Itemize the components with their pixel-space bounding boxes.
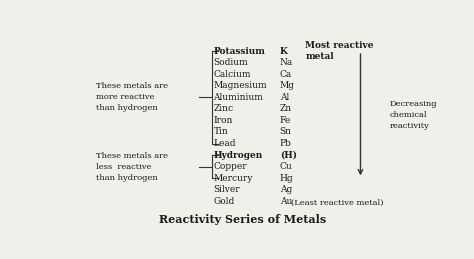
- Text: Ag: Ag: [280, 185, 292, 194]
- Text: (H): (H): [280, 151, 297, 160]
- Text: Reactivity Series of Metals: Reactivity Series of Metals: [159, 213, 327, 225]
- Text: These metals are
more reactive
than hydrogen: These metals are more reactive than hydr…: [96, 82, 168, 112]
- Text: Na: Na: [280, 58, 293, 67]
- Text: Mercury: Mercury: [213, 174, 253, 183]
- Text: Hydrogen: Hydrogen: [213, 151, 263, 160]
- Text: Decreasing
chemical
reactivity: Decreasing chemical reactivity: [390, 100, 438, 130]
- Text: Cu: Cu: [280, 162, 292, 171]
- Text: Tin: Tin: [213, 127, 228, 136]
- Text: (Least reactive metal): (Least reactive metal): [291, 198, 383, 206]
- Text: Al: Al: [280, 93, 289, 102]
- Text: Gold: Gold: [213, 197, 235, 206]
- Text: Silver: Silver: [213, 185, 240, 194]
- Text: Potassium: Potassium: [213, 47, 265, 55]
- Text: Iron: Iron: [213, 116, 233, 125]
- Text: Mg: Mg: [280, 81, 295, 90]
- Text: Copper: Copper: [213, 162, 247, 171]
- Text: Most reactive
metal: Most reactive metal: [305, 41, 374, 61]
- Text: Fe: Fe: [280, 116, 291, 125]
- Text: These metals are
less  reactive
than hydrogen: These metals are less reactive than hydr…: [96, 152, 168, 182]
- Text: Zinc: Zinc: [213, 104, 234, 113]
- Text: Aluminium: Aluminium: [213, 93, 264, 102]
- Text: Sodium: Sodium: [213, 58, 248, 67]
- Text: K: K: [280, 47, 288, 55]
- Text: Hg: Hg: [280, 174, 293, 183]
- Text: Magnesium: Magnesium: [213, 81, 267, 90]
- Text: Au: Au: [280, 197, 292, 206]
- Text: Calcium: Calcium: [213, 70, 251, 79]
- Text: Pb: Pb: [280, 139, 292, 148]
- Text: Sn: Sn: [280, 127, 292, 136]
- Text: Ca: Ca: [280, 70, 292, 79]
- Text: Lead: Lead: [213, 139, 236, 148]
- Text: Zn: Zn: [280, 104, 292, 113]
